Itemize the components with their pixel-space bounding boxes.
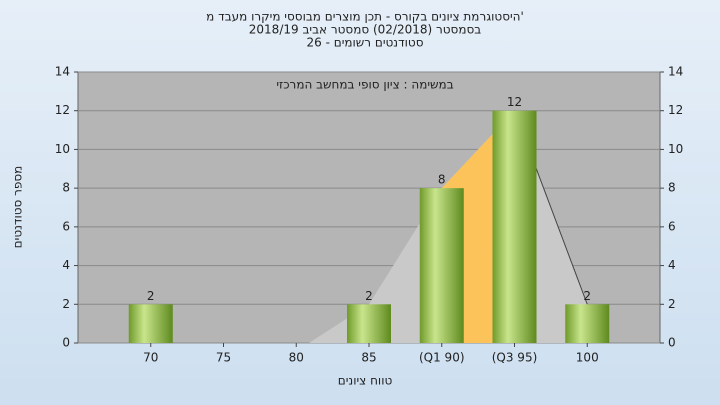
bar [347,304,391,343]
y2-tick-label: 10 [668,142,683,156]
x-tick-label: 70 [143,351,158,365]
y-tick-label: 14 [55,65,70,79]
y-tick-label: 4 [62,258,70,272]
y2-tick-label: 8 [668,181,676,195]
x-axis-label: טווח ציונים [338,374,393,388]
chart-subtitle: בסמסטר (02/2018) סמסטר אביב 2018/19 [249,23,481,37]
chart-title: 'היסטוגרמת ציונים בקורס - תכן מוצרים מבו… [206,10,524,24]
y2-tick-label: 14 [668,65,683,79]
data-label: 2 [583,289,591,303]
bar [565,304,610,343]
y2-tick-label: 6 [668,219,676,233]
bar [128,304,173,343]
bar [419,188,464,343]
y2-tick-label: 12 [668,103,683,117]
x-tick-label: 100 [576,351,599,365]
x-tick-label: (Q1 90) [419,351,465,365]
y2-tick-label: 4 [668,258,676,272]
y-tick-label: 8 [62,181,70,195]
y-tick-label: 0 [62,336,70,350]
x-tick-label: (Q3 95) [492,351,538,365]
bar [492,110,537,343]
y-tick-label: 10 [55,142,70,156]
data-label: 12 [507,95,522,109]
y-tick-label: 2 [62,297,70,311]
y-tick-label: 12 [55,103,70,117]
data-label: 2 [147,289,155,303]
x-tick-label: 85 [361,351,376,365]
chart-subtitle: סטודנטים רשומים - 26 [306,36,423,50]
y-tick-label: 6 [62,219,70,233]
x-tick-label: 75 [216,351,231,365]
y2-tick-label: 0 [668,336,676,350]
x-tick-label: 80 [289,351,304,365]
data-label: 2 [365,289,373,303]
annotation: במשימה : ציון סופי במחשב המרכזי [276,78,453,92]
y-axis-label: מספר סטודנטים [11,166,25,249]
data-label: 8 [438,173,446,187]
y2-tick-label: 2 [668,297,676,311]
